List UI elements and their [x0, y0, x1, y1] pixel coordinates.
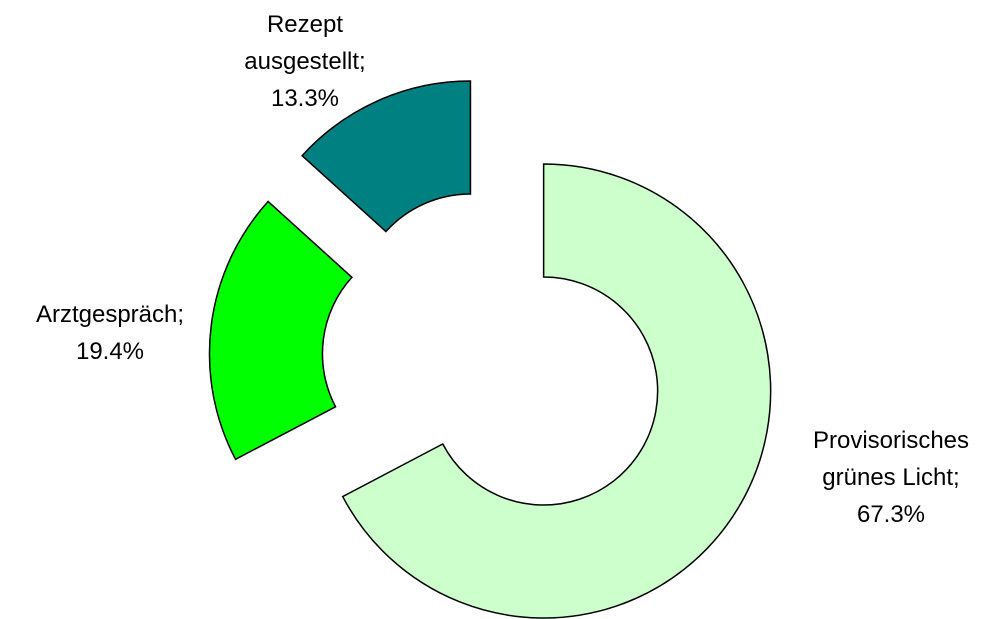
label-separator: ; [359, 48, 366, 75]
category-label: Rezept ausgestellt [244, 11, 360, 75]
value-label: 13.3% [270, 85, 340, 112]
value-label: 67.3% [856, 501, 926, 528]
donut-segment [341, 163, 772, 619]
category-label: Provisorisches grünes Licht [812, 427, 970, 491]
data-label: Arztgespräch; 19.4% [3, 296, 218, 370]
category-label: Arztgespräch [35, 301, 178, 328]
donut-segment [301, 80, 472, 233]
label-separator: ; [177, 301, 185, 328]
label-separator: ; [953, 464, 960, 491]
data-label: Provisorisches grünes Licht; 67.3% [784, 422, 998, 533]
data-label: Rezept ausgestellt; 13.3% [215, 6, 395, 117]
value-label: 19.4% [75, 338, 145, 365]
donut-segment [208, 200, 353, 461]
